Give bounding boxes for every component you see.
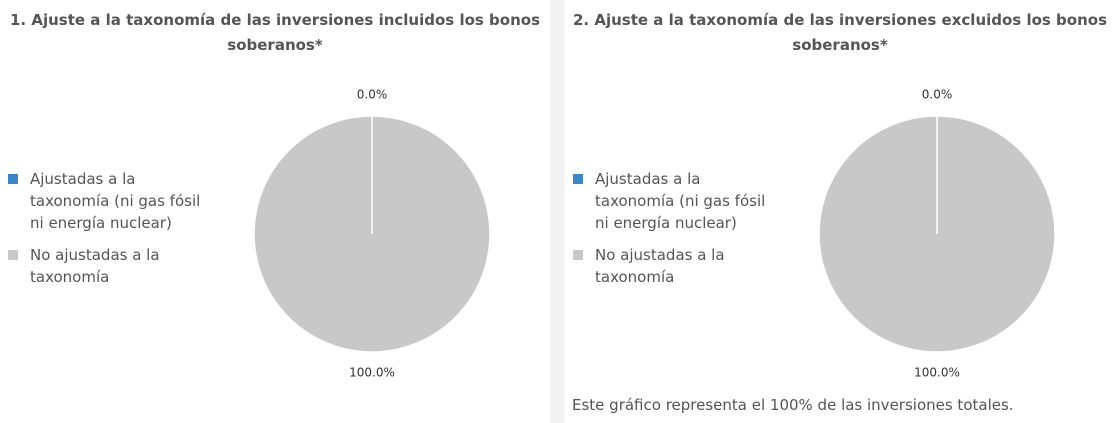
legend-item: Ajustadas a la taxonomía (ni gas fósil n… xyxy=(8,168,208,234)
legend-swatch xyxy=(573,174,583,184)
chart-title: 1. Ajuste a la taxonomía de las inversio… xyxy=(10,11,540,54)
legend: Ajustadas a la taxonomía (ni gas fósil n… xyxy=(8,168,208,298)
legend-item: Ajustadas a la taxonomía (ni gas fósil n… xyxy=(573,168,773,234)
chart-panel: 1. Ajuste a la taxonomía de las inversio… xyxy=(0,0,550,423)
legend-item: No ajustadas a la taxonomía xyxy=(8,244,208,288)
value-label: 0.0% xyxy=(922,88,953,102)
value-label: 0.0% xyxy=(357,88,388,102)
legend-label: Ajustadas a la taxonomía (ni gas fósil n… xyxy=(595,170,766,232)
pie-slice xyxy=(253,115,491,353)
legend-swatch xyxy=(8,250,18,260)
legend-item: No ajustadas a la taxonomía xyxy=(573,244,773,288)
annotation: Este gráfico representa el 100% de las i… xyxy=(572,396,1014,414)
chart-panel: 2. Ajuste a la taxonomía de las inversio… xyxy=(565,0,1115,423)
pie-chart: 0.0% 100.0% xyxy=(253,88,491,380)
legend-label: No ajustadas a la taxonomía xyxy=(30,246,160,286)
legend: Ajustadas a la taxonomía (ni gas fósil n… xyxy=(573,168,773,298)
legend-label: Ajustadas a la taxonomía (ni gas fósil n… xyxy=(30,170,201,232)
value-label: 100.0% xyxy=(914,366,960,380)
legend-swatch xyxy=(8,174,18,184)
pie-chart: 0.0% 100.0% xyxy=(818,88,1056,380)
legend-label: No ajustadas a la taxonomía xyxy=(595,246,725,286)
value-label: 100.0% xyxy=(349,366,395,380)
divider xyxy=(550,0,565,423)
chart-title: 2. Ajuste a la taxonomía de las inversio… xyxy=(572,11,1108,54)
legend-swatch xyxy=(573,250,583,260)
pie-slice xyxy=(818,115,1056,353)
